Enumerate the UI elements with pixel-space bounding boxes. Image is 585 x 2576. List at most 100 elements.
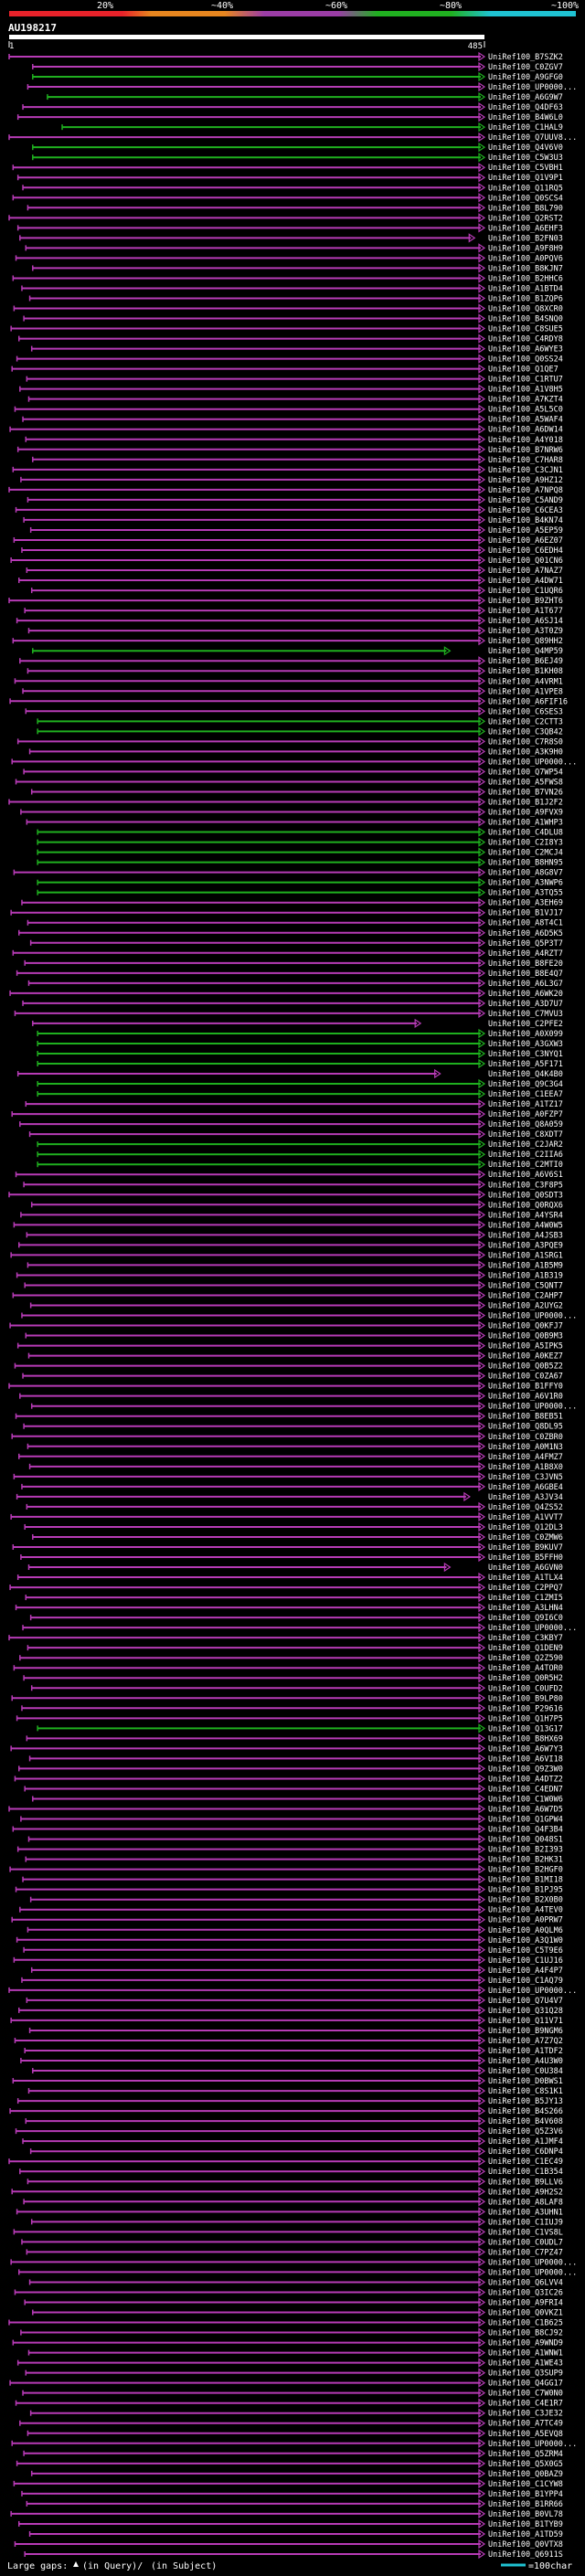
hit-row[interactable]: UniRef100_Q1GPW4	[20, 1814, 563, 1825]
hit-label[interactable]: UniRef100_A6GVN0	[488, 1564, 563, 1573]
hit-label[interactable]: UniRef100_B9ZHT6	[488, 597, 563, 606]
hit-label[interactable]: UniRef100_A1T677	[488, 607, 563, 616]
hit-label[interactable]: UniRef100_C4EDN7	[488, 1785, 563, 1794]
hit-label[interactable]: UniRef100_A1TLX4	[488, 1574, 563, 1583]
hit-label[interactable]: UniRef100_A1VPE8	[488, 687, 563, 696]
hit-label[interactable]: UniRef100_B1TYB9	[488, 2520, 563, 2529]
hit-label[interactable]: UniRef100_C1EC49	[488, 2157, 563, 2167]
hit-row[interactable]: UniRef100_Q5Z3V6	[15, 2126, 563, 2136]
hit-row[interactable]: UniRef100_Q048S1	[27, 1834, 563, 1845]
hit-label[interactable]: UniRef100_A3LHN4	[488, 1604, 563, 1613]
hit-label[interactable]: UniRef100_Q7UUV8...	[488, 133, 577, 143]
hit-row[interactable]: UniRef100_C5T9E6	[23, 1945, 563, 1956]
hit-label[interactable]: UniRef100_C3KBY7	[488, 1634, 563, 1643]
hit-row[interactable]: UniRef100_C2AHP7	[12, 1290, 563, 1300]
hit-label[interactable]: UniRef100_A9WND9	[488, 2339, 563, 2348]
hit-label[interactable]: UniRef100_P29616	[488, 1704, 563, 1713]
hit-row[interactable]: UniRef100_A9F8H9	[25, 243, 563, 253]
hit-row[interactable]: UniRef100_A4RZT7	[12, 948, 563, 959]
hit-row[interactable]: UniRef100_A3UHN1	[16, 2207, 563, 2217]
hit-label[interactable]: UniRef100_C2CTT3	[488, 717, 563, 726]
hit-label[interactable]: UniRef100_C0UFD2	[488, 1684, 563, 1693]
hit-row[interactable]: UniRef100_C1ZMI5	[25, 1592, 563, 1603]
hit-row[interactable]: UniRef100_Q1DEN9	[27, 1643, 563, 1653]
hit-row[interactable]: UniRef100_A6W7Y3	[10, 1744, 563, 1754]
hit-label[interactable]: UniRef100_A1BTD4	[488, 284, 563, 293]
hit-label[interactable]: UniRef100_Q4MP59	[488, 647, 563, 656]
hit-row[interactable]: UniRef100_C5AND9	[27, 494, 563, 505]
hit-label[interactable]: UniRef100_C1VS8L	[488, 2228, 563, 2237]
hit-row[interactable]: UniRef100_B8EB51	[15, 1411, 563, 1422]
hit-label[interactable]: UniRef100_UP0000...	[488, 1403, 577, 1412]
hit-label[interactable]: UniRef100_B6EJ49	[488, 657, 563, 666]
hit-label[interactable]: UniRef100_Q0BAZ9	[488, 2470, 563, 2479]
hit-label[interactable]: UniRef100_B8FE20	[488, 959, 563, 969]
hit-row[interactable]: UniRef100_A7TC49	[19, 2418, 563, 2429]
hit-label[interactable]: UniRef100_Q048S1	[488, 1836, 563, 1845]
hit-label[interactable]: UniRef100_UP0000...	[488, 1312, 577, 1321]
hit-label[interactable]: UniRef100_UP0000...	[488, 2440, 577, 2449]
hit-label[interactable]: UniRef100_A5F171	[488, 1060, 563, 1069]
hit-row[interactable]: UniRef100_C1RTU7	[26, 374, 563, 385]
hit-label[interactable]: UniRef100_C6DNP4	[488, 2147, 563, 2157]
hit-label[interactable]: UniRef100_C5AND9	[488, 496, 563, 505]
hit-label[interactable]: UniRef100_A3PQE9	[488, 1241, 563, 1250]
hit-label[interactable]: UniRef100_C3NYQ1	[488, 1050, 563, 1059]
hit-label[interactable]: UniRef100_C4E1R7	[488, 2400, 563, 2409]
hit-row[interactable]: UniRef100_C5QNT7	[24, 1280, 563, 1290]
hit-row[interactable]: UniRef100_UP0000...	[21, 1310, 577, 1321]
hit-row[interactable]: UniRef100_Q0SS24	[16, 354, 563, 365]
hit-row[interactable]: UniRef100_B1ZQP6	[28, 293, 563, 303]
hit-label[interactable]: UniRef100_A1VVT7	[488, 1513, 563, 1522]
hit-row[interactable]: UniRef100_C1CYW8	[13, 2478, 563, 2489]
hit-label[interactable]: UniRef100_C1EEA7	[488, 1090, 563, 1099]
hit-label[interactable]: UniRef100_Q8DL95	[488, 1423, 563, 1432]
hit-row[interactable]: UniRef100_A4VRM1	[14, 676, 563, 686]
hit-row[interactable]: UniRef100_B1TYB9	[17, 2518, 563, 2529]
hit-row[interactable]: UniRef100_A0PRW7	[11, 1914, 563, 1925]
hit-row[interactable]: UniRef100_B9KUV7	[12, 1542, 563, 1553]
hit-label[interactable]: UniRef100_A6GBE4	[488, 1483, 563, 1492]
hit-row[interactable]: UniRef100_C0UDL7	[21, 2237, 563, 2247]
hit-label[interactable]: UniRef100_C5QNT7	[488, 1281, 563, 1290]
hit-row[interactable]: UniRef100_A3GXW3	[37, 1038, 563, 1049]
hit-row[interactable]: UniRef100_C8XDT7	[28, 1129, 563, 1140]
hit-row[interactable]: UniRef100_C1HAL9	[61, 122, 563, 133]
hit-row[interactable]: UniRef100_UP0000...	[10, 2257, 577, 2267]
hit-row[interactable]: UniRef100_Q7WP54	[23, 767, 563, 777]
hit-label[interactable]: UniRef100_A3Q1W0	[488, 1936, 563, 1945]
hit-row[interactable]: UniRef100_A6GVN0	[27, 1562, 563, 1573]
hit-label[interactable]: UniRef100_A0PRW7	[488, 1916, 563, 1925]
hit-row[interactable]: UniRef100_A1TZ17	[25, 1098, 563, 1109]
hit-label[interactable]: UniRef100_C1CYW8	[488, 2480, 563, 2489]
hit-row[interactable]: UniRef100_C8S1K1	[27, 2085, 563, 2096]
hit-row[interactable]: UniRef100_A4W0W5	[13, 1220, 563, 1230]
hit-label[interactable]: UniRef100_Q4ZS52	[488, 1503, 563, 1512]
hit-row[interactable]: UniRef100_A3PQE9	[17, 1240, 563, 1250]
hit-label[interactable]: UniRef100_Q9Z3W0	[488, 1765, 563, 1774]
hit-row[interactable]: UniRef100_B2X0B0	[29, 1894, 563, 1905]
hit-row[interactable]: UniRef100_B2I393	[16, 1844, 563, 1855]
hit-row[interactable]: UniRef100_Q9I6C0	[29, 1613, 563, 1623]
hit-label[interactable]: UniRef100_B1PJ95	[488, 1886, 563, 1895]
hit-row[interactable]: UniRef100_A5EVQ8	[27, 2428, 563, 2439]
hit-label[interactable]: UniRef100_B1VJ17	[488, 909, 563, 918]
hit-label[interactable]: UniRef100_A6W7D5	[488, 1806, 563, 1815]
hit-label[interactable]: UniRef100_A4TEV0	[488, 1906, 563, 1915]
hit-label[interactable]: UniRef100_Q3IC26	[488, 2288, 563, 2297]
hit-label[interactable]: UniRef100_A5L5C0	[488, 406, 563, 415]
hit-label[interactable]: UniRef100_C0UDL7	[488, 2238, 563, 2247]
hit-row[interactable]: UniRef100_B8HX69	[26, 1733, 563, 1744]
hit-label[interactable]: UniRef100_Q9C3G4	[488, 1080, 563, 1089]
hit-label[interactable]: UniRef100_C7PZ47	[488, 2248, 563, 2257]
hit-row[interactable]: UniRef100_Q0RQX6	[30, 1200, 563, 1210]
hit-label[interactable]: UniRef100_A1B8X0	[488, 1463, 563, 1472]
hit-label[interactable]: UniRef100_A6V6S1	[488, 1171, 563, 1180]
hit-row[interactable]: UniRef100_C2IIA6	[37, 1150, 563, 1160]
hit-row[interactable]: UniRef100_Q89HH2	[12, 636, 563, 646]
hit-row[interactable]: UniRef100_A3T0Z9	[27, 626, 563, 636]
hit-row[interactable]: UniRef100_Q4F3B4	[12, 1824, 563, 1835]
hit-row[interactable]: UniRef100_A1WHP3	[26, 817, 563, 828]
hit-row[interactable]: UniRef100_C4EDN7	[24, 1784, 563, 1794]
hit-row[interactable]: UniRef100_A1TDF2	[24, 2045, 563, 2056]
